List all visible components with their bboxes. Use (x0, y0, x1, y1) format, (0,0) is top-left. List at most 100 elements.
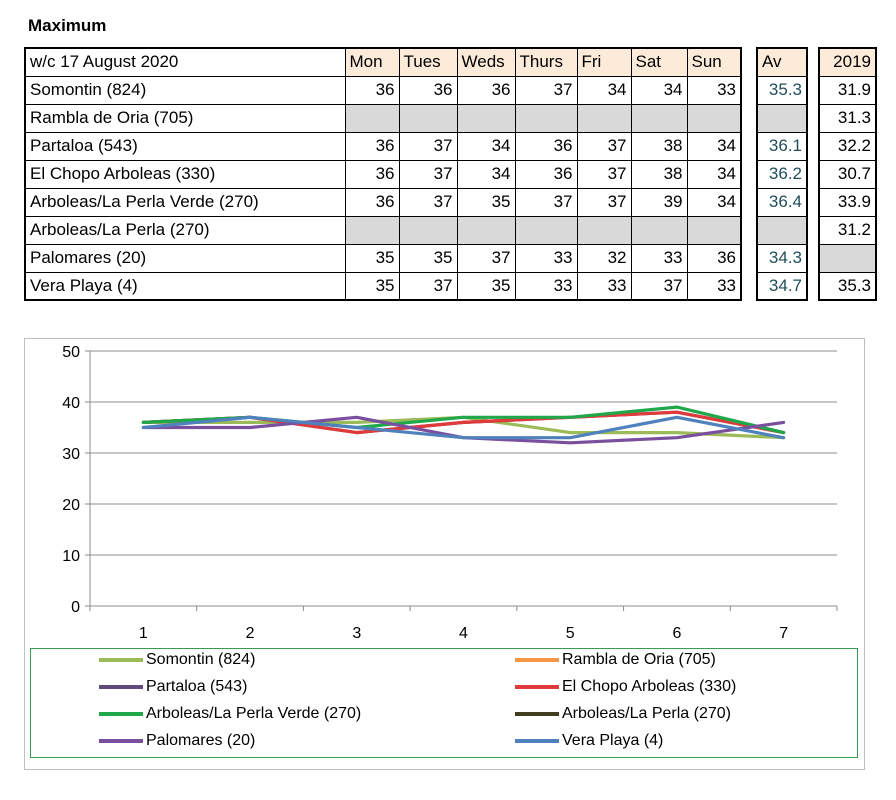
y-tick-label: 40 (62, 395, 80, 412)
day-value-cell: 33 (686, 75, 742, 105)
table-header-row: w/c 17 August 2020 Mon Tues Weds Thurs Fri Sat… (24, 47, 742, 77)
year-2019-value: 33.9 (818, 187, 877, 217)
day-value-cell (514, 103, 578, 133)
chart-plot: 0 10 20 30 40 50 1 2 3 4 5 6 7 (62, 344, 838, 642)
average-value (756, 103, 808, 133)
day-value-cell: 38 (630, 159, 688, 189)
day-header: Weds (456, 47, 516, 77)
station-name: Arboleas/La Perla (270) (24, 215, 346, 245)
page-title: Maximum (28, 16, 107, 35)
average-value: 36.4 (756, 187, 808, 217)
table-row: Arboleas/La Perla (270) (24, 215, 742, 245)
day-header: Sun (686, 47, 742, 77)
day-value-cell (630, 103, 688, 133)
day-value-cell (686, 103, 742, 133)
week-label: w/c 17 August 2020 (24, 47, 346, 77)
day-value-cell: 35 (344, 243, 400, 273)
average-column: Av 35.3 36.1 36.2 36.4 34.3 34.7 (756, 47, 808, 301)
y-tick-label: 50 (62, 344, 80, 361)
year-2019-value (818, 243, 877, 273)
day-value-cell: 34 (456, 131, 516, 161)
day-value-cell: 37 (398, 131, 458, 161)
year-2019-value: 31.3 (818, 103, 877, 133)
station-name: Vera Playa (4) (24, 271, 346, 301)
day-value-cell (456, 215, 516, 245)
legend-item: Partaloa (543) (99, 678, 247, 696)
legend-label: Somontin (824) (146, 651, 256, 668)
year-2019-value: 30.7 (818, 159, 877, 189)
legend-label: Rambla de Oria (705) (562, 651, 716, 668)
year-2019-header: 2019 (818, 47, 877, 77)
day-value-cell (576, 215, 632, 245)
series-line (141, 415, 786, 440)
x-tick-label: 2 (246, 625, 255, 642)
legend-swatch (515, 658, 559, 662)
day-value-cell (686, 215, 742, 245)
day-value-cell: 37 (576, 187, 632, 217)
year-2019-value: 32.2 (818, 131, 877, 161)
legend-swatch (99, 658, 143, 662)
day-value-cell (456, 103, 516, 133)
day-value-cell (398, 103, 458, 133)
legend-item: Arboleas/La Perla (270) (515, 705, 731, 723)
table-row: Partaloa (543) 36 37 34 36 37 38 34 (24, 131, 742, 161)
day-value-cell: 36 (344, 187, 400, 217)
day-value-cell: 36 (514, 131, 578, 161)
day-header: Mon (344, 47, 400, 77)
day-value-cell: 35 (456, 271, 516, 301)
legend-swatch (515, 685, 559, 689)
day-value-cell: 33 (630, 243, 688, 273)
legend-item: Arboleas/La Perla Verde (270) (99, 705, 361, 723)
day-value-cell: 37 (398, 271, 458, 301)
station-name: El Chopo Arboleas (330) (24, 159, 346, 189)
legend-item: El Chopo Arboleas (330) (515, 678, 736, 696)
day-value-cell: 34 (686, 131, 742, 161)
y-tick-label: 10 (62, 548, 80, 565)
day-value-cell (576, 103, 632, 133)
table-row: Rambla de Oria (705) (24, 103, 742, 133)
average-value: 35.3 (756, 75, 808, 105)
x-tick-label: 5 (566, 625, 575, 642)
day-value-cell: 37 (514, 75, 578, 105)
day-value-cell: 35 (344, 271, 400, 301)
legend-label: Partaloa (543) (146, 678, 248, 695)
table-row: Vera Playa (4) 35 37 35 33 33 37 33 (24, 271, 742, 301)
x-tick-label: 3 (352, 625, 361, 642)
legend-item: Rambla de Oria (705) (515, 651, 716, 669)
legend-label: Arboleas/La Perla (270) (562, 705, 731, 722)
day-header: Sat (630, 47, 688, 77)
day-value-cell: 36 (344, 159, 400, 189)
legend-swatch (99, 739, 143, 743)
average-value (756, 215, 808, 245)
day-value-cell: 34 (686, 187, 742, 217)
table-row: El Chopo Arboleas (330) 36 37 34 36 37 38 34 (24, 159, 742, 189)
legend-label: Palomares (20) (146, 732, 256, 749)
day-value-cell: 37 (514, 187, 578, 217)
day-value-cell: 37 (576, 159, 632, 189)
year-2019-value: 35.3 (818, 271, 877, 301)
y-tick-label: 20 (62, 497, 80, 514)
table-row: Somontin (824) 36 36 36 37 34 34 33 (24, 75, 742, 105)
legend-swatch (99, 712, 143, 716)
day-header: Tues (398, 47, 458, 77)
day-value-cell: 36 (344, 131, 400, 161)
day-value-cell (344, 103, 400, 133)
table-row: Arboleas/La Perla Verde (270) 36 37 35 37 37 3… (24, 187, 742, 217)
average-value: 36.2 (756, 159, 808, 189)
day-value-cell: 39 (630, 187, 688, 217)
station-name: Palomares (20) (24, 243, 346, 273)
legend-label: Arboleas/La Perla Verde (270) (146, 705, 362, 722)
average-value: 34.3 (756, 243, 808, 273)
y-tick-label: 30 (62, 446, 80, 463)
day-value-cell: 34 (576, 75, 632, 105)
x-tick-label: 6 (672, 625, 681, 642)
day-value-cell: 33 (514, 271, 578, 301)
line-chart: 0 10 20 30 40 50 1 2 3 4 5 6 7 (24, 338, 865, 770)
station-name: Arboleas/La Perla Verde (270) (24, 187, 346, 217)
legend-item: Vera Playa (4) (515, 732, 663, 750)
day-value-cell (344, 215, 400, 245)
legend-swatch (515, 739, 559, 743)
station-name: Rambla de Oria (705) (24, 103, 346, 133)
legend-label: Vera Playa (4) (562, 732, 664, 749)
year-2019-value: 31.2 (818, 215, 877, 245)
